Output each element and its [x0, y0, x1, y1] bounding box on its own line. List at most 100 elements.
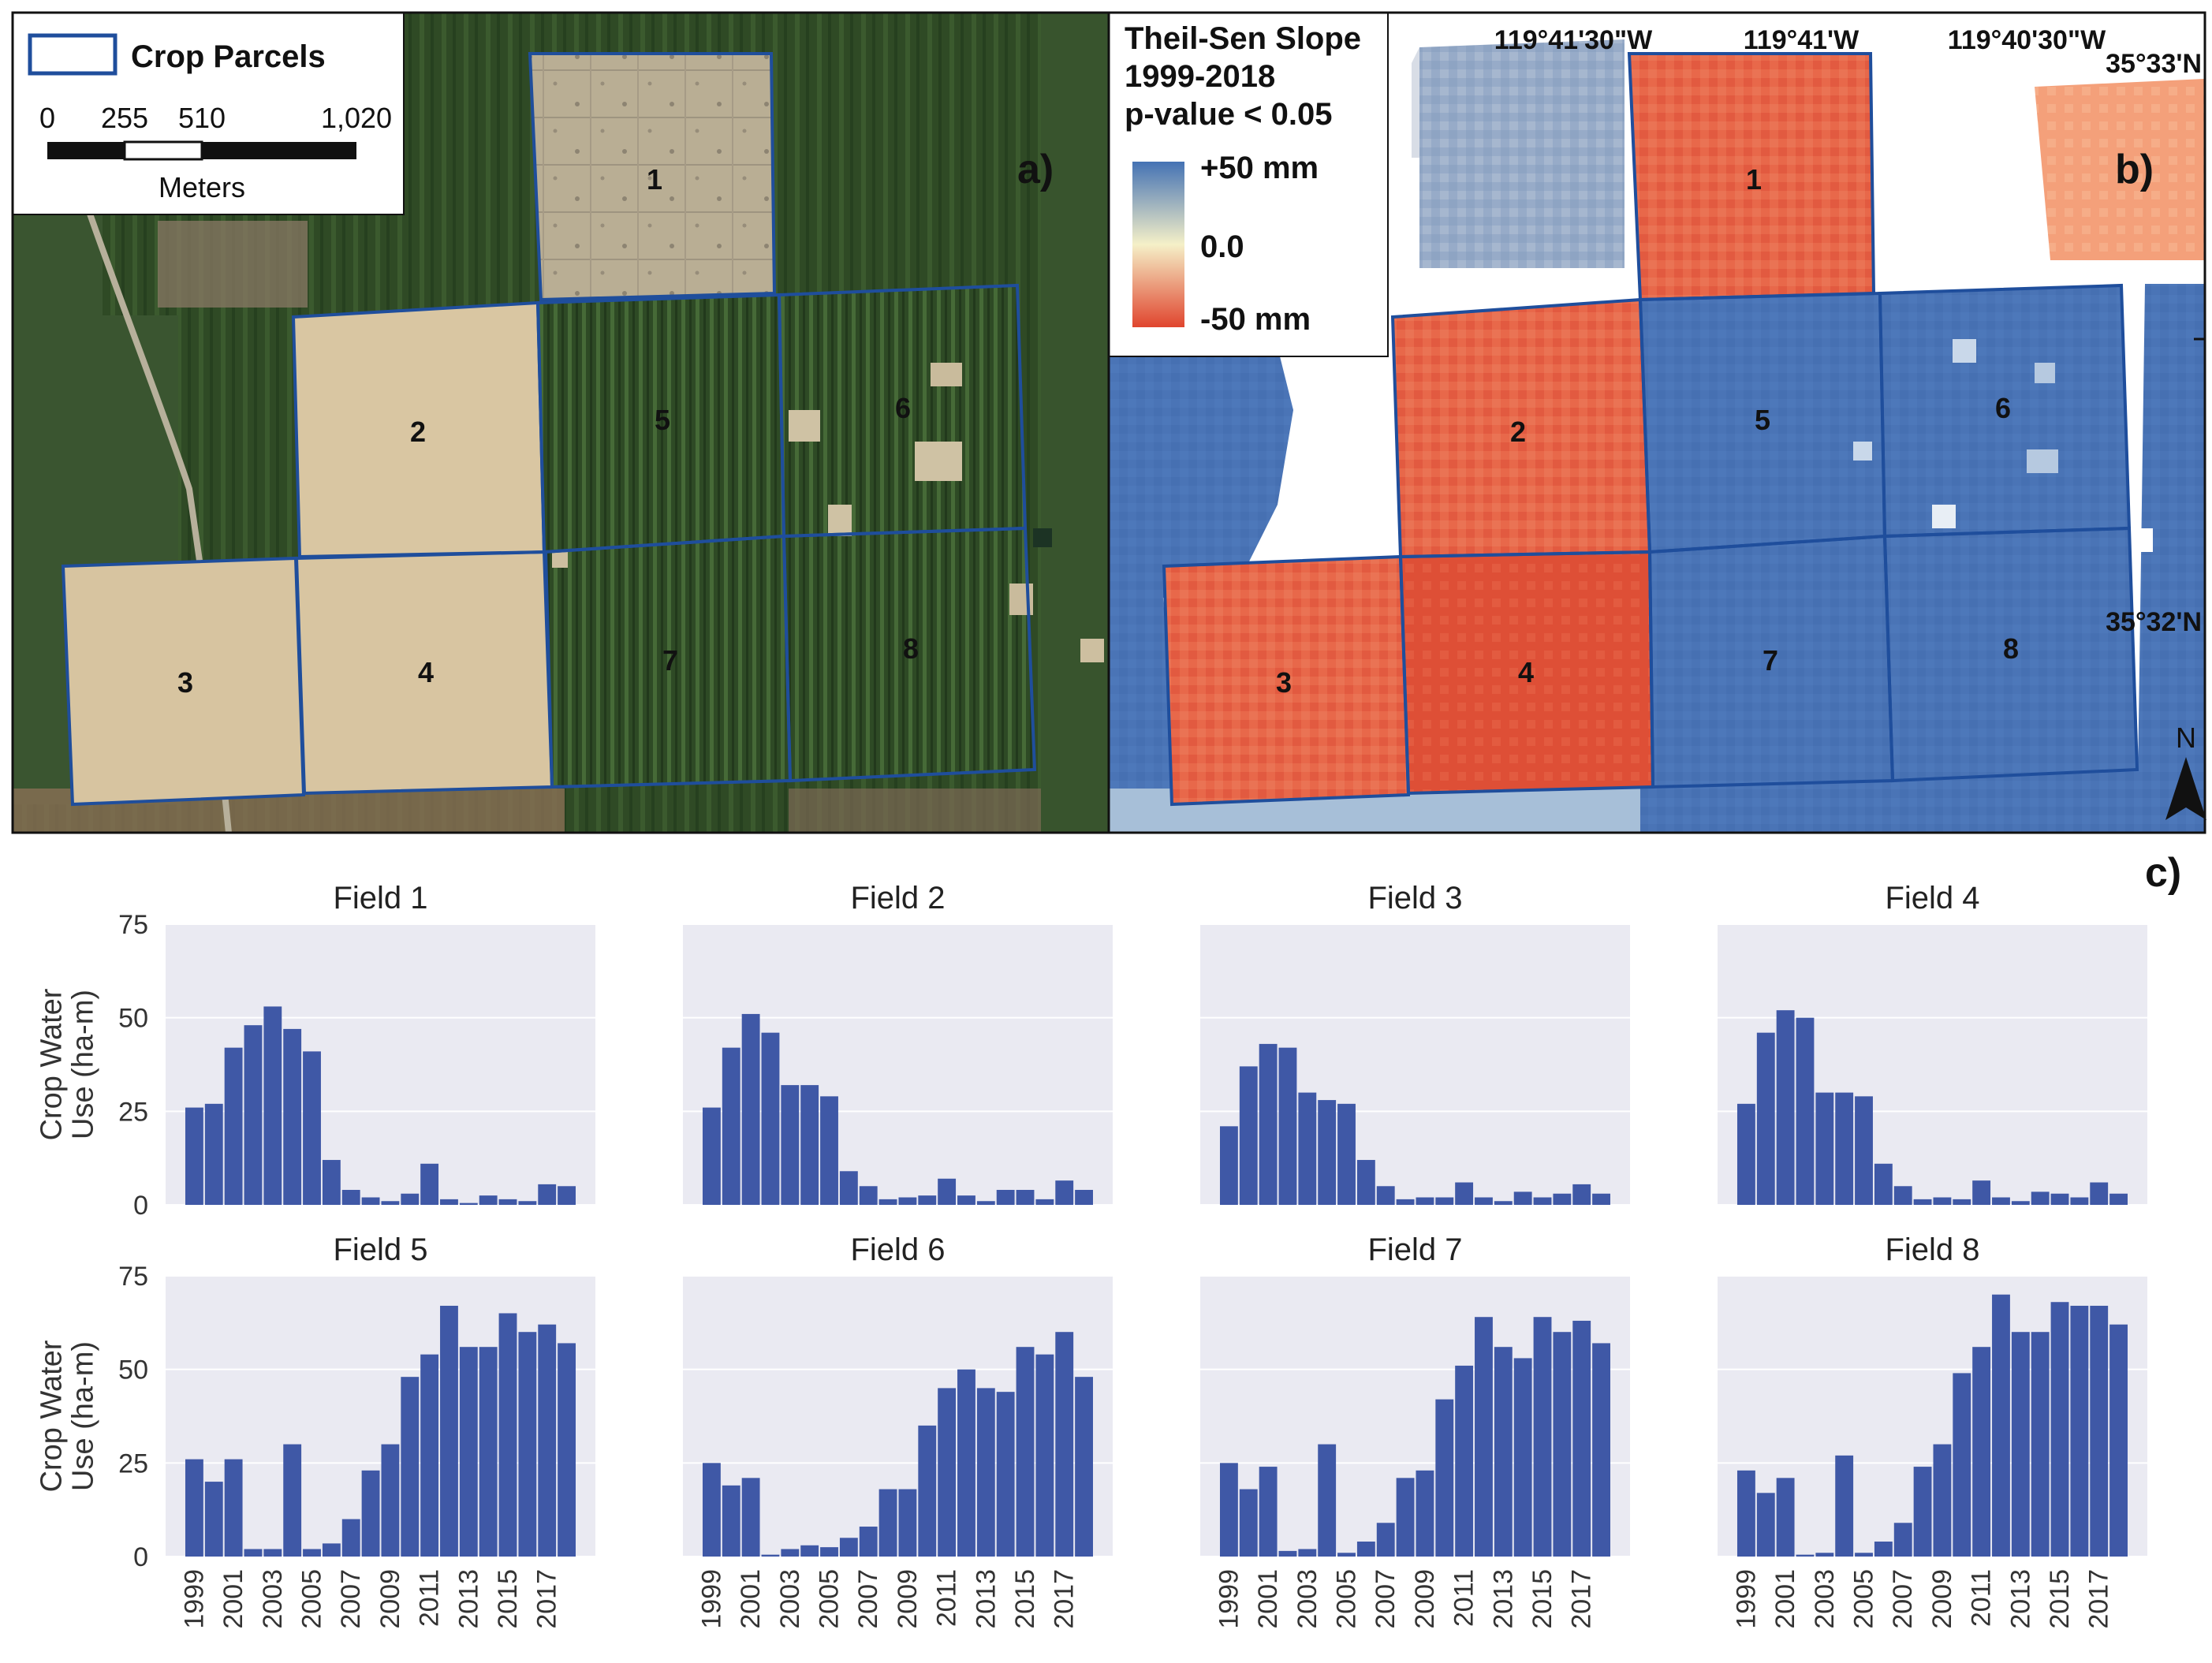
bar-2003	[781, 1549, 800, 1557]
bar-2001	[741, 1478, 760, 1557]
bar-2006	[1874, 1542, 1893, 1557]
bar-2006	[839, 1171, 858, 1205]
chart-field-4: Field 4	[1718, 881, 2147, 1206]
bar-2018	[2109, 1324, 2128, 1557]
bar-2014	[2031, 1332, 2050, 1557]
chart-title: Field 1	[333, 881, 427, 915]
color-ramp	[1132, 162, 1184, 327]
panel-c-label: c)	[2145, 850, 2181, 896]
bar-2004	[1318, 1100, 1337, 1205]
x-tick-label: 2007	[336, 1569, 366, 1629]
scale-bar	[47, 140, 356, 161]
bar-2000	[1239, 1066, 1258, 1205]
bar-2018	[1592, 1343, 1610, 1557]
bar-2017	[538, 1324, 557, 1557]
bar-2002	[244, 1549, 263, 1557]
bar-2003	[781, 1085, 800, 1205]
bar-2018	[1075, 1190, 1093, 1205]
y-tick-label: 75	[118, 910, 148, 940]
y-tick-label: 0	[133, 1542, 148, 1572]
lat-label-2: 35°32'N	[2106, 607, 2202, 637]
x-tick-label: 2001	[218, 1569, 248, 1629]
bar-2006	[322, 1160, 341, 1205]
bar-2017	[1055, 1180, 1074, 1205]
panel-b-legend: Theil-Sen Slope 1999-2018 p-value < 0.05…	[1108, 12, 1389, 357]
legend-high: +50 mm	[1200, 151, 1319, 185]
bar-2007	[341, 1190, 360, 1205]
x-tick-label: 1999	[1214, 1569, 1244, 1629]
bar-2011	[420, 1163, 439, 1205]
chart-title: Field 5	[333, 1232, 427, 1267]
bar-2015	[498, 1199, 517, 1205]
bar-2008	[1396, 1478, 1415, 1557]
lon-label-3: 119°40'30"W	[1948, 25, 2106, 55]
x-tick-label: 2009	[375, 1569, 405, 1629]
bar-2005	[1855, 1096, 1873, 1205]
panel-b-coordinates: 119°41'30"W 119°41'W 119°40'30"W 35°33'N…	[1494, 25, 2205, 637]
bar-2015	[1016, 1190, 1035, 1205]
bar-2006	[1356, 1160, 1375, 1205]
bar-2007	[859, 1527, 878, 1557]
chart-title: Field 6	[850, 1232, 945, 1267]
bar-2014	[479, 1195, 498, 1205]
bar-2011	[1972, 1347, 1991, 1557]
legend-low: -50 mm	[1200, 302, 1311, 337]
x-tick-label: 2013	[453, 1569, 483, 1629]
x-tick-label: 2013	[2005, 1569, 2035, 1629]
bar-2011	[1972, 1180, 1991, 1205]
x-tick-label: 2017	[2084, 1569, 2114, 1629]
x-tick-label: 2015	[1010, 1569, 1040, 1629]
bar-2018	[1592, 1193, 1610, 1205]
bar-2012	[1475, 1317, 1493, 1557]
x-tick-label: 2013	[1488, 1569, 1518, 1629]
x-tick-label: 2005	[1332, 1569, 1362, 1629]
bar-2002	[1278, 1047, 1297, 1205]
bar-2016	[1035, 1354, 1054, 1557]
bar-2005	[303, 1051, 321, 1205]
bar-1999	[1736, 1103, 1755, 1205]
y-tick-label: 50	[118, 1004, 148, 1034]
bar-2003	[1298, 1092, 1317, 1205]
bar-1999	[1219, 1463, 1238, 1557]
bar-2013	[1494, 1347, 1513, 1557]
bar-2003	[1815, 1553, 1834, 1557]
x-tick-label: 2003	[775, 1569, 805, 1629]
bar-2012	[1992, 1197, 2010, 1205]
bar-2014	[2031, 1191, 2050, 1205]
x-tick-label: 2003	[1810, 1569, 1840, 1629]
field-label-b-5: 5	[1755, 404, 1770, 436]
scale-unit: Meters	[159, 171, 245, 203]
bar-2008	[878, 1489, 897, 1557]
bar-2005	[303, 1549, 321, 1557]
bar-2013	[1494, 1201, 1513, 1205]
bar-2013	[459, 1203, 478, 1205]
field-label-a-7: 7	[662, 644, 678, 677]
bar-2000	[1239, 1489, 1258, 1557]
bar-2006	[1874, 1163, 1893, 1205]
legend-title-line-1: Theil-Sen Slope	[1125, 21, 1361, 56]
field-label-a-2: 2	[410, 416, 426, 448]
bar-2003	[1815, 1092, 1834, 1205]
bar-2009	[898, 1197, 917, 1205]
x-tick-label: 1999	[179, 1569, 209, 1629]
field-label-b-7: 7	[1763, 644, 1778, 677]
bar-2012	[1475, 1197, 1493, 1205]
field-label-b-4: 4	[1518, 656, 1534, 688]
bar-2014	[996, 1392, 1015, 1557]
bar-2009	[1933, 1444, 1952, 1557]
bar-2012	[957, 1195, 975, 1205]
bar-2012	[440, 1305, 458, 1557]
chart-field-6: Field 6 1999 2001 2003 2005 2007 2009 2011 2013 2…	[683, 1232, 1113, 1629]
bar-2007	[341, 1519, 360, 1557]
lon-label-1: 119°41'30"W	[1494, 25, 1653, 55]
chart-field-1: 0 25 50 75 Field 1 Crop WaterUse (ha-m)	[35, 881, 595, 1221]
bar-2016	[1035, 1199, 1054, 1205]
bar-2001	[224, 1459, 243, 1557]
bar-2002	[761, 1032, 780, 1205]
bar-2008	[1396, 1199, 1415, 1205]
bar-2014	[1513, 1358, 1532, 1557]
x-tick-label: 2007	[1888, 1569, 1918, 1629]
bar-2007	[1376, 1523, 1395, 1557]
bar-2016	[1553, 1193, 1572, 1205]
x-tick-label: 2009	[1410, 1569, 1440, 1629]
